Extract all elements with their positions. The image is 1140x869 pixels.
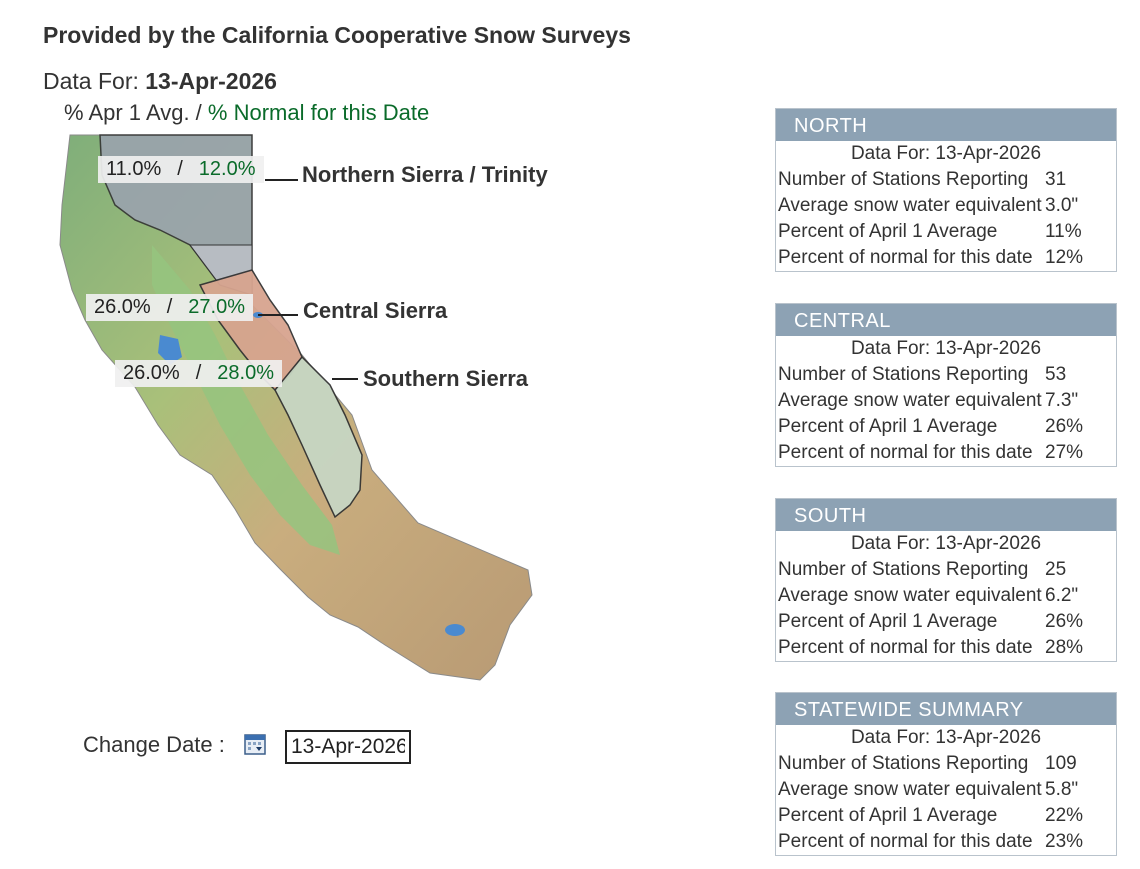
california-map xyxy=(59,134,533,681)
panel-title: NORTH xyxy=(776,109,1116,141)
row-label: Percent of April 1 Average xyxy=(778,416,998,437)
row-value: 5.8" xyxy=(1045,779,1079,800)
calendar-icon[interactable] xyxy=(244,733,266,755)
row-normal: Percent of normal for this date 23% xyxy=(776,829,1116,855)
row-label: Number of Stations Reporting xyxy=(778,559,1029,580)
row-label: Percent of normal for this date xyxy=(778,442,1033,463)
row-stations: Number of Stations Reporting 31 xyxy=(776,167,1116,193)
row-value: 23% xyxy=(1045,831,1084,852)
row-label: Average snow water equivalent xyxy=(778,195,1042,216)
region-name-north[interactable]: Northern Sierra / Trinity xyxy=(302,162,548,187)
callout-central: 26.0% / 27.0% xyxy=(86,294,253,321)
row-label: Percent of normal for this date xyxy=(778,247,1033,268)
panel-date: Data For: 13-Apr-2026 xyxy=(850,533,1042,554)
panel-date: Data For: 13-Apr-2026 xyxy=(850,338,1042,359)
row-apr1: Percent of April 1 Average 26% xyxy=(776,609,1116,635)
row-label: Percent of April 1 Average xyxy=(778,221,998,242)
map-legend: % Apr 1 Avg. / % Normal for this Date xyxy=(64,100,429,126)
row-label: Percent of normal for this date xyxy=(778,637,1033,658)
central-avg: 26.0% xyxy=(94,296,151,318)
panel-date: Data For: 13-Apr-2026 xyxy=(850,727,1042,748)
panel-title: CENTRAL xyxy=(776,304,1116,336)
row-swe: Average snow water equivalent 6.2" xyxy=(776,583,1116,609)
row-label: Number of Stations Reporting xyxy=(778,364,1029,385)
row-value: 31 xyxy=(1045,169,1067,190)
row-value: 25 xyxy=(1045,559,1067,580)
row-value: 3.0" xyxy=(1045,195,1079,216)
region-name-south[interactable]: Southern Sierra xyxy=(363,366,529,391)
row-swe: Average snow water equivalent 7.3" xyxy=(776,388,1116,414)
row-apr1: Percent of April 1 Average 22% xyxy=(776,803,1116,829)
row-label: Average snow water equivalent xyxy=(778,779,1042,800)
row-value: 109 xyxy=(1045,753,1077,774)
row-value: 26% xyxy=(1045,416,1084,437)
south-normal: 28.0% xyxy=(217,362,274,384)
panel-title: STATEWIDE SUMMARY xyxy=(776,693,1116,725)
data-for-label: Data For: xyxy=(43,68,146,94)
row-label: Percent of April 1 Average xyxy=(778,805,998,826)
north-normal: 12.0% xyxy=(198,158,256,180)
row-stations: Number of Stations Reporting 109 xyxy=(776,751,1116,777)
row-normal: Percent of normal for this date 28% xyxy=(776,635,1116,661)
bay-area xyxy=(158,335,182,365)
row-value: 27% xyxy=(1045,442,1084,463)
panel-title: SOUTH xyxy=(776,499,1116,531)
provider-text: Provided by the California Cooperative S… xyxy=(43,22,631,48)
row-value: 26% xyxy=(1045,611,1084,632)
row-normal: Percent of normal for this date 12% xyxy=(776,245,1116,271)
row-value: 12% xyxy=(1045,247,1084,268)
legend-avg: % Apr 1 Avg. / xyxy=(64,100,208,125)
panel-north: NORTH Data For: 13-Apr-2026 Number of St… xyxy=(775,108,1117,272)
central-valley xyxy=(152,245,340,555)
row-stations: Number of Stations Reporting 53 xyxy=(776,362,1116,388)
panel-date: Data For: 13-Apr-2026 xyxy=(850,143,1042,164)
callout-north: 11.0% / 12.0% xyxy=(98,156,264,183)
data-for-header: Data For: 13-Apr-2026 xyxy=(43,68,277,95)
row-apr1: Percent of April 1 Average 26% xyxy=(776,414,1116,440)
row-value: 7.3" xyxy=(1045,390,1079,411)
row-label: Number of Stations Reporting xyxy=(778,753,1029,774)
north-sep: / xyxy=(177,158,183,180)
row-normal: Percent of normal for this date 27% xyxy=(776,440,1116,466)
central-sep: / xyxy=(166,296,173,318)
row-apr1: Percent of April 1 Average 11% xyxy=(776,219,1116,245)
row-label: Average snow water equivalent xyxy=(778,585,1042,606)
row-value: 28% xyxy=(1045,637,1084,658)
lake-1 xyxy=(445,624,465,636)
row-swe: Average snow water equivalent 5.8" xyxy=(776,777,1116,803)
row-stations: Number of Stations Reporting 25 xyxy=(776,557,1116,583)
south-sep: / xyxy=(195,362,202,384)
row-value: 6.2" xyxy=(1045,585,1079,606)
date-input[interactable] xyxy=(285,730,411,764)
south-avg: 26.0% xyxy=(123,362,180,384)
row-label: Number of Stations Reporting xyxy=(778,169,1029,190)
row-label: Percent of April 1 Average xyxy=(778,611,998,632)
data-for-date: 13-Apr-2026 xyxy=(145,68,277,94)
callout-south: 26.0% / 28.0% xyxy=(115,360,282,387)
row-value: 11% xyxy=(1045,221,1082,242)
central-normal: 27.0% xyxy=(188,296,245,318)
region-name-central[interactable]: Central Sierra xyxy=(303,298,448,323)
change-date-label: Change Date : xyxy=(83,732,225,757)
row-label: Average snow water equivalent xyxy=(778,390,1042,411)
panel-statewide: STATEWIDE SUMMARY Data For: 13-Apr-2026 … xyxy=(775,692,1117,856)
row-value: 53 xyxy=(1045,364,1067,385)
panel-south: SOUTH Data For: 13-Apr-2026 Number of St… xyxy=(775,498,1117,662)
row-swe: Average snow water equivalent 3.0" xyxy=(776,193,1116,219)
panel-central: CENTRAL Data For: 13-Apr-2026 Number of … xyxy=(775,303,1117,467)
south-region xyxy=(274,355,363,519)
row-value: 22% xyxy=(1045,805,1084,826)
legend-normal: % Normal for this Date xyxy=(207,100,430,125)
row-label: Percent of normal for this date xyxy=(778,831,1033,852)
north-avg: 11.0% xyxy=(106,158,162,180)
